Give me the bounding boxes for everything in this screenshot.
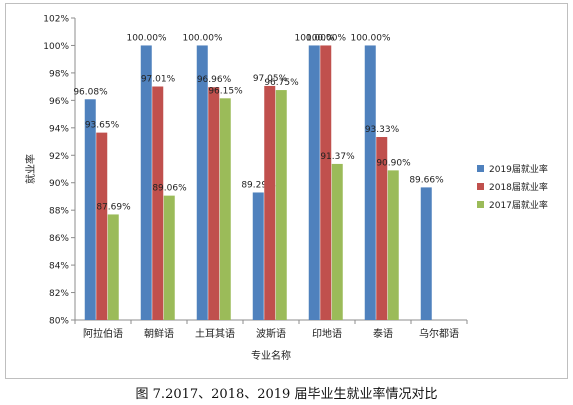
- bar: [96, 132, 108, 320]
- x-tick-label: 朝鲜语: [144, 327, 174, 340]
- data-label: 96.75%: [264, 78, 299, 88]
- y-tick-label: 100%: [43, 42, 69, 52]
- bar: [275, 90, 287, 321]
- bar: [219, 98, 231, 321]
- legend-label: 2017届就业率: [489, 199, 548, 211]
- x-tick-label: 阿拉伯语: [83, 327, 123, 340]
- bar: [331, 163, 343, 320]
- y-tick-label: 102%: [43, 15, 69, 25]
- data-label: 89.06%: [152, 184, 187, 194]
- x-tick-label: 泰语: [373, 327, 393, 340]
- y-tick-label: 98%: [49, 69, 69, 79]
- y-tick-label: 92%: [49, 152, 69, 162]
- figure-caption: 图 7.2017、2018、2019 届毕业生就业率情况对比: [135, 387, 438, 402]
- y-tick-label: 94%: [49, 124, 69, 134]
- x-tick-label: 乌尔都语: [419, 327, 459, 340]
- y-tick-label: 96%: [49, 97, 69, 107]
- legend-swatch: [477, 183, 484, 190]
- bar: [163, 195, 175, 320]
- bar: [420, 187, 432, 320]
- bar: [364, 45, 376, 321]
- bar: [308, 45, 320, 321]
- data-label: 96.08%: [73, 87, 108, 97]
- bar: [196, 45, 208, 321]
- bar: [376, 137, 388, 320]
- y-axis-title: 就业率: [24, 154, 37, 184]
- x-tick-label: 波斯语: [256, 327, 286, 340]
- y-tick-label: 82%: [49, 289, 69, 299]
- data-label: 100.00%: [294, 33, 334, 43]
- data-label: 89.29%: [241, 180, 276, 190]
- bar: [208, 87, 220, 320]
- bar: [387, 170, 399, 320]
- legend-swatch: [477, 165, 484, 172]
- y-tick-label: 80%: [49, 317, 69, 327]
- bar: [320, 45, 332, 321]
- bar: [84, 99, 96, 320]
- data-label: 100.00%: [350, 33, 390, 43]
- data-label: 97.01%: [141, 74, 176, 84]
- bar: [252, 192, 264, 320]
- data-label: 100.00%: [306, 33, 346, 43]
- data-label: 96.96%: [197, 75, 232, 85]
- data-label: 93.65%: [85, 121, 120, 131]
- x-axis-title: 专业名称: [251, 349, 291, 362]
- data-label: 93.33%: [365, 125, 400, 135]
- legend-swatch: [477, 201, 484, 208]
- data-label: 96.15%: [208, 86, 243, 96]
- legend-label: 2019届就业率: [489, 163, 548, 175]
- data-label: 100.00%: [126, 33, 166, 43]
- bar: [152, 86, 164, 321]
- y-tick-label: 86%: [49, 234, 69, 244]
- data-label: 100.00%: [182, 33, 222, 43]
- legend-label: 2018届就业率: [489, 181, 548, 193]
- employment-rate-chart: 80% 82% 84% 86% 88% 90% 92% 94% 96% 98% 100% 102% 就业…: [24, 15, 548, 363]
- data-label: 90.90%: [376, 158, 411, 168]
- bar: [140, 45, 152, 321]
- data-label: 91.37%: [320, 152, 355, 162]
- bar: [107, 214, 119, 320]
- bar: [264, 85, 276, 320]
- x-tick-label: 印地语: [312, 327, 342, 340]
- y-tick-label: 84%: [49, 262, 69, 272]
- data-label: 87.69%: [96, 202, 131, 212]
- data-label: 97.05%: [253, 74, 288, 84]
- data-label: 89.66%: [409, 175, 444, 185]
- y-tick-label: 90%: [49, 179, 69, 189]
- x-tick-label: 土耳其语: [195, 327, 235, 340]
- y-tick-label: 88%: [49, 207, 69, 217]
